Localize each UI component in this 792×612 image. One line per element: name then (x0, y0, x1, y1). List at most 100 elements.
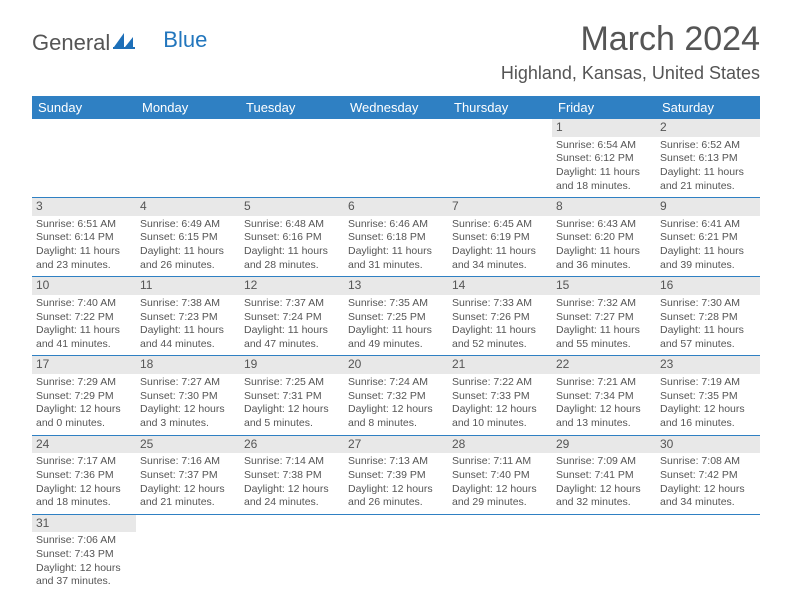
day-sunset: Sunset: 6:21 PM (660, 231, 756, 245)
day-sunrise: Sunrise: 6:41 AM (660, 218, 756, 232)
logo-text-general: General (32, 30, 110, 56)
day-sunset: Sunset: 7:41 PM (556, 469, 652, 483)
day-dl2: and 55 minutes. (556, 338, 652, 352)
day-dl1: Daylight: 11 hours (660, 324, 756, 338)
day-sunrise: Sunrise: 6:51 AM (36, 218, 132, 232)
day-sunset: Sunset: 6:16 PM (244, 231, 340, 245)
day-cell: 25Sunrise: 7:16 AMSunset: 7:37 PMDayligh… (136, 436, 240, 515)
day-number: 17 (32, 356, 136, 374)
day-cell: 5 Sunrise: 6:48 AMSunset: 6:16 PMDaylight… (240, 198, 344, 277)
title-block: March 2024 Highland, Kansas, United Stat… (501, 20, 760, 84)
day-sunset: Sunset: 6:13 PM (660, 152, 756, 166)
day-number: 13 (344, 277, 448, 295)
month-title: March 2024 (501, 20, 760, 59)
day-dl2: and 34 minutes. (452, 259, 548, 273)
day-dl1: Daylight: 11 hours (244, 324, 340, 338)
day-cell: 7Sunrise: 6:45 AMSunset: 6:19 PMDaylight… (448, 198, 552, 277)
day-dl1: Daylight: 11 hours (36, 245, 132, 259)
day-dl2: and 41 minutes. (36, 338, 132, 352)
day-dl1: Daylight: 12 hours (244, 403, 340, 417)
day-dl1: Daylight: 11 hours (140, 245, 236, 259)
day-sunset: Sunset: 6:15 PM (140, 231, 236, 245)
day-dl2: and 0 minutes. (36, 417, 132, 431)
day-cell: 21Sunrise: 7:22 AMSunset: 7:33 PMDayligh… (448, 356, 552, 435)
day-dl1: Daylight: 11 hours (244, 245, 340, 259)
day-number: 30 (656, 436, 760, 454)
day-sunset: Sunset: 7:38 PM (244, 469, 340, 483)
empty-cell (344, 119, 448, 198)
day-cell: 13Sunrise: 7:35 AMSunset: 7:25 PMDayligh… (344, 277, 448, 356)
day-number: 3 (32, 198, 136, 216)
day-sunrise: Sunrise: 7:40 AM (36, 297, 132, 311)
day-cell: 30Sunrise: 7:08 AMSunset: 7:42 PMDayligh… (656, 436, 760, 515)
day-dl2: and 23 minutes. (36, 259, 132, 273)
day-cell: 27Sunrise: 7:13 AMSunset: 7:39 PMDayligh… (344, 436, 448, 515)
day-dl2: and 44 minutes. (140, 338, 236, 352)
day-sunset: Sunset: 7:39 PM (348, 469, 444, 483)
weekday-header: Monday (136, 96, 240, 119)
day-cell: 6Sunrise: 6:46 AMSunset: 6:18 PMDaylight… (344, 198, 448, 277)
day-dl1: Daylight: 12 hours (140, 403, 236, 417)
day-dl1: Daylight: 12 hours (36, 562, 132, 576)
day-sunset: Sunset: 7:27 PM (556, 311, 652, 325)
day-sunset: Sunset: 7:22 PM (36, 311, 132, 325)
day-dl2: and 52 minutes. (452, 338, 548, 352)
day-dl1: Daylight: 12 hours (36, 483, 132, 497)
day-sunset: Sunset: 7:29 PM (36, 390, 132, 404)
day-number: 16 (656, 277, 760, 295)
day-dl1: Daylight: 12 hours (244, 483, 340, 497)
day-dl1: Daylight: 11 hours (556, 166, 652, 180)
empty-cell (136, 515, 240, 593)
weekday-header: Tuesday (240, 96, 344, 119)
day-dl1: Daylight: 11 hours (556, 245, 652, 259)
weekday-header: Sunday (32, 96, 136, 119)
day-number: 14 (448, 277, 552, 295)
day-sunset: Sunset: 7:33 PM (452, 390, 548, 404)
day-sunrise: Sunrise: 7:33 AM (452, 297, 548, 311)
day-dl2: and 36 minutes. (556, 259, 652, 273)
day-dl2: and 18 minutes. (556, 180, 652, 194)
logo-text-blue: Blue (163, 27, 207, 53)
day-cell: 10Sunrise: 7:40 AMSunset: 7:22 PMDayligh… (32, 277, 136, 356)
day-dl1: Daylight: 11 hours (348, 245, 444, 259)
day-dl2: and 5 minutes. (244, 417, 340, 431)
day-number: 8 (552, 198, 656, 216)
day-sunset: Sunset: 6:12 PM (556, 152, 652, 166)
day-number: 26 (240, 436, 344, 454)
day-number: 29 (552, 436, 656, 454)
day-dl2: and 32 minutes. (556, 496, 652, 510)
day-dl2: and 49 minutes. (348, 338, 444, 352)
day-number: 28 (448, 436, 552, 454)
day-sunrise: Sunrise: 7:32 AM (556, 297, 652, 311)
day-dl2: and 34 minutes. (660, 496, 756, 510)
day-cell: 12Sunrise: 7:37 AMSunset: 7:24 PMDayligh… (240, 277, 344, 356)
logo: General Blue (32, 20, 207, 56)
day-dl2: and 31 minutes. (348, 259, 444, 273)
day-cell: 18Sunrise: 7:27 AMSunset: 7:30 PMDayligh… (136, 356, 240, 435)
day-number: 10 (32, 277, 136, 295)
day-sunset: Sunset: 7:30 PM (140, 390, 236, 404)
location: Highland, Kansas, United States (501, 63, 760, 84)
day-sunset: Sunset: 7:31 PM (244, 390, 340, 404)
day-dl1: Daylight: 12 hours (348, 403, 444, 417)
day-number: 18 (136, 356, 240, 374)
day-sunrise: Sunrise: 6:48 AM (244, 218, 340, 232)
day-dl1: Daylight: 11 hours (660, 166, 756, 180)
day-cell: 11Sunrise: 7:38 AMSunset: 7:23 PMDayligh… (136, 277, 240, 356)
day-sunset: Sunset: 7:23 PM (140, 311, 236, 325)
day-cell: 19Sunrise: 7:25 AMSunset: 7:31 PMDayligh… (240, 356, 344, 435)
day-sunset: Sunset: 7:28 PM (660, 311, 756, 325)
day-cell: 26Sunrise: 7:14 AMSunset: 7:38 PMDayligh… (240, 436, 344, 515)
day-dl2: and 3 minutes. (140, 417, 236, 431)
day-sunset: Sunset: 7:26 PM (452, 311, 548, 325)
day-dl1: Daylight: 12 hours (452, 483, 548, 497)
header: General Blue March 2024 Highland, Kansas… (32, 20, 760, 84)
day-cell: 8Sunrise: 6:43 AMSunset: 6:20 PMDaylight… (552, 198, 656, 277)
day-dl2: and 37 minutes. (36, 575, 132, 589)
day-dl2: and 39 minutes. (660, 259, 756, 273)
day-dl1: Daylight: 12 hours (348, 483, 444, 497)
day-dl2: and 18 minutes. (36, 496, 132, 510)
day-sunrise: Sunrise: 7:29 AM (36, 376, 132, 390)
day-number: 5 (240, 198, 344, 216)
day-dl2: and 13 minutes. (556, 417, 652, 431)
